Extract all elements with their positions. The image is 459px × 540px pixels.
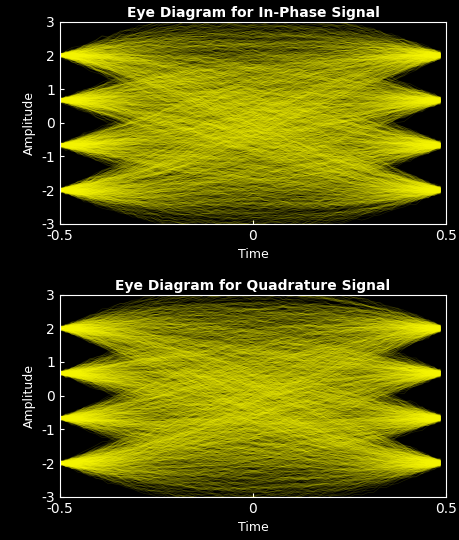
X-axis label: Time: Time: [237, 521, 268, 534]
X-axis label: Time: Time: [237, 248, 268, 261]
Title: Eye Diagram for In-Phase Signal: Eye Diagram for In-Phase Signal: [126, 6, 379, 21]
Y-axis label: Amplitude: Amplitude: [22, 91, 35, 154]
Y-axis label: Amplitude: Amplitude: [22, 364, 35, 428]
Title: Eye Diagram for Quadrature Signal: Eye Diagram for Quadrature Signal: [115, 279, 390, 293]
